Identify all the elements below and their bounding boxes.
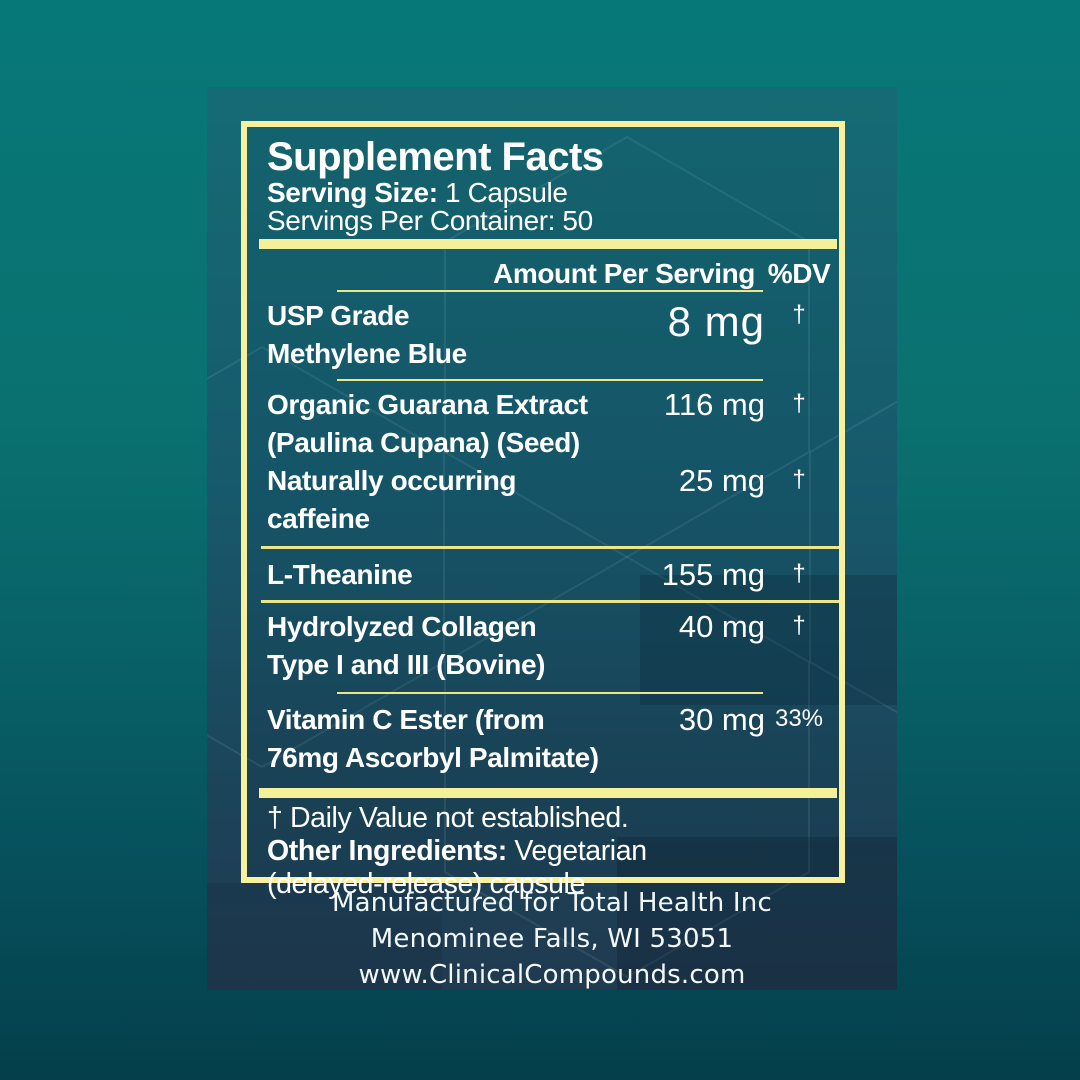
ingredient-name: Vitamin C Ester (from 76mg Ascorbyl Palm… — [267, 704, 599, 773]
serving-size-label: Serving Size: — [267, 177, 438, 208]
ingredient-amount: 155 mg — [661, 557, 765, 592]
ingredient-name: Organic Guarana Extract (Paulina Cupana)… — [267, 389, 588, 458]
ingredient-name: Hydrolyzed Collagen Type I and III (Bovi… — [267, 611, 546, 680]
ingredient-name: Naturally occurring caffeine — [267, 465, 517, 534]
ingredient-amount: 40 mg — [678, 609, 765, 644]
ingredient-dv: † — [792, 612, 806, 639]
ingredient-row-caffeine: Naturally occurring caffeine 25 mg † — [267, 462, 833, 546]
row-divider — [261, 600, 839, 603]
ingredient-row-guarana: Organic Guarana Extract (Paulina Cupana)… — [267, 381, 833, 462]
ingredient-row-methylene-blue: USP Grade Methylene Blue 8 mg † — [267, 292, 833, 379]
manufacturer-address: Menominee Falls, WI 53051 — [370, 924, 734, 954]
row-divider — [261, 546, 839, 549]
ingredient-dv: † — [792, 560, 806, 587]
manufacturer-website: www.ClinicalCompounds.com — [358, 960, 746, 990]
panel-title: Supplement Facts — [267, 135, 604, 179]
row-divider — [337, 290, 763, 292]
percent-dv-header: %DV — [767, 258, 831, 289]
ingredient-amount: 116 mg — [663, 387, 765, 422]
row-divider — [337, 379, 763, 381]
ingredient-name: L-Theanine — [267, 559, 413, 590]
manufacturer-footer: Manufactured for Total Health Inc Menomi… — [207, 885, 897, 990]
other-ingredients-label: Other Ingredients: — [267, 835, 507, 867]
thick-divider-top — [259, 239, 837, 249]
amount-per-serving-header: Amount Per Serving — [493, 258, 755, 289]
other-ingredients-value: Vegetarian — [514, 835, 647, 867]
other-ingredients-line: Other Ingredients: Vegetarian — [267, 835, 833, 868]
ingredient-dv: † — [792, 466, 806, 493]
ingredient-amount: 25 mg — [678, 463, 765, 498]
serving-size-line: Serving Size: 1 Capsule — [267, 179, 833, 207]
label-backdrop: Supplement Facts Serving Size: 1 Capsule… — [207, 87, 897, 990]
other-ingredients-line2: (delayed-release) capsule — [267, 868, 585, 900]
serving-size-value: 1 Capsule — [445, 177, 568, 208]
manufacturer-line: Manufactured for Total Health Inc — [332, 888, 772, 918]
thick-divider-bottom — [259, 788, 837, 798]
row-divider — [337, 692, 763, 694]
ingredient-row-l-theanine: L-Theanine 155 mg † — [267, 549, 833, 600]
servings-per-container-line: Servings Per Container: 50 — [267, 205, 593, 236]
ingredient-dv: † — [792, 301, 806, 328]
ingredient-dv: † — [792, 390, 806, 417]
ingredient-dv: 33% — [774, 705, 824, 732]
ingredient-amount: 30 mg — [678, 702, 765, 737]
column-header-row: Amount Per Serving %DV — [267, 258, 833, 290]
daily-value-footnote: † Daily Value not established. — [267, 802, 629, 834]
footnotes-block: † Daily Value not established. Other Ing… — [267, 802, 833, 901]
ingredient-row-collagen: Hydrolyzed Collagen Type I and III (Bovi… — [267, 603, 833, 692]
ingredient-amount: 8 mg — [667, 298, 765, 345]
ingredient-name: USP Grade Methylene Blue — [267, 300, 467, 369]
ingredient-row-vitamin-c: Vitamin C Ester (from 76mg Ascorbyl Palm… — [267, 694, 833, 783]
supplement-facts-panel: Supplement Facts Serving Size: 1 Capsule… — [241, 121, 845, 900]
